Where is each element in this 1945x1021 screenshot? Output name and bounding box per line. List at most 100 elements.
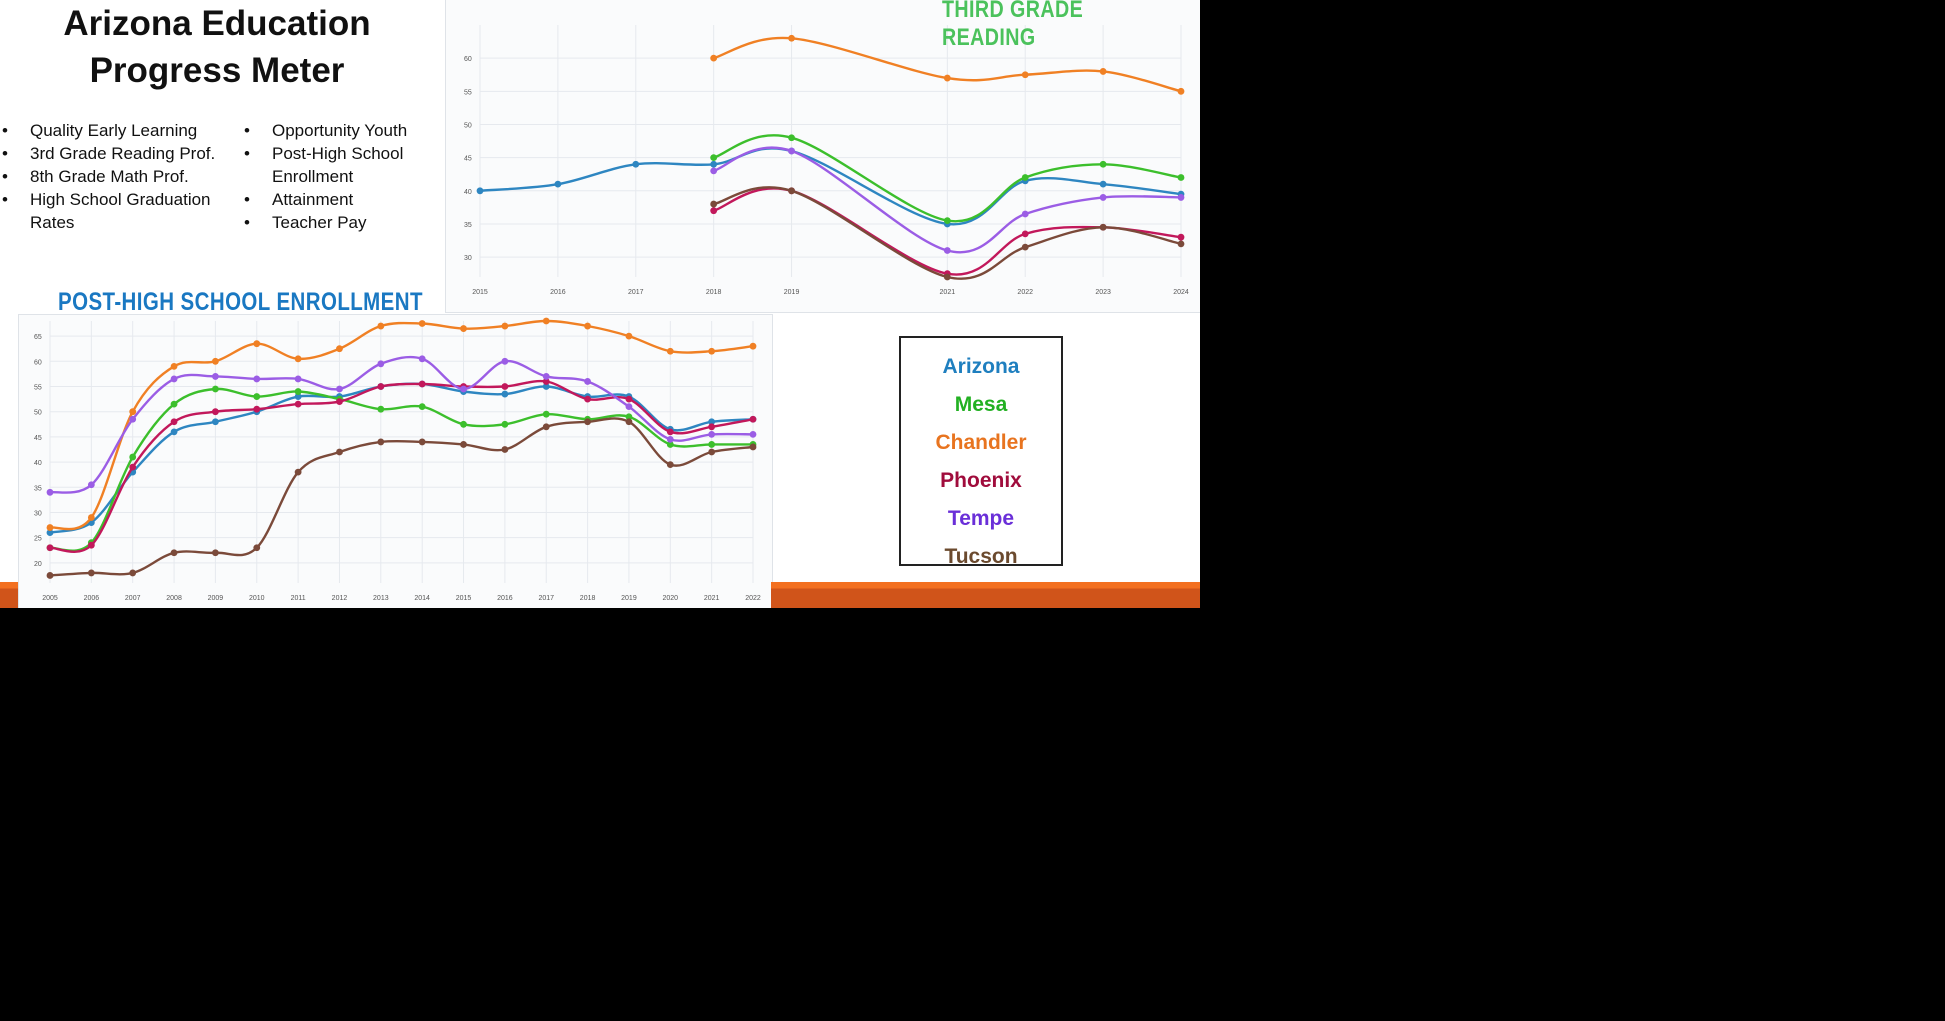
- data-point-tempe: [170, 375, 178, 383]
- x-tick-label: 2023: [1095, 289, 1111, 296]
- data-point-tempe: [294, 375, 302, 383]
- data-point-phoenix: [377, 383, 385, 390]
- data-point-tempe: [788, 147, 795, 155]
- data-point-phoenix: [749, 415, 757, 423]
- data-point-tempe: [336, 385, 343, 393]
- metric-item: 3rd Grade Reading Prof.: [2, 142, 238, 165]
- x-tick-label: 2007: [125, 595, 141, 602]
- y-tick-label: 40: [464, 189, 472, 196]
- x-tick-label: 2021: [704, 595, 720, 602]
- data-point-arizona: [501, 390, 509, 398]
- x-tick-label: 2011: [291, 595, 306, 602]
- legend-item-tempe: Tempe: [947, 507, 1015, 530]
- x-tick-label: 2013: [373, 595, 389, 602]
- y-tick-label: 30: [34, 510, 42, 517]
- series-line-tucson: [49, 417, 754, 577]
- data-point-mesa: [129, 453, 137, 461]
- data-point-tempe: [377, 360, 385, 368]
- data-point-chandler: [336, 345, 343, 353]
- data-point-mesa: [943, 217, 951, 225]
- data-point-chandler: [1177, 87, 1185, 95]
- data-point-arizona: [542, 383, 550, 390]
- data-point-chandler: [377, 322, 385, 330]
- series-line-arizona: [479, 147, 1182, 226]
- y-tick-label: 30: [464, 255, 472, 262]
- data-point-tucson: [584, 418, 591, 426]
- data-point-chandler: [708, 347, 716, 355]
- data-point-tempe: [253, 375, 261, 383]
- data-point-tempe: [418, 355, 426, 363]
- legend-item-tucson: Tucson: [944, 545, 1018, 568]
- data-point-tempe: [542, 373, 550, 380]
- y-tick-label: 55: [34, 385, 42, 392]
- data-point-phoenix: [336, 398, 343, 406]
- data-point-phoenix: [666, 428, 674, 436]
- x-tick-label: 2019: [784, 289, 800, 296]
- data-point-tucson: [212, 549, 219, 557]
- slide: Arizona Education Progress Meter Quality…: [0, 0, 1200, 608]
- data-point-arizona: [710, 160, 718, 168]
- data-point-chandler: [666, 347, 674, 355]
- x-tick-label: 2005: [42, 595, 58, 602]
- x-tick-label: 2008: [166, 595, 182, 602]
- data-point-tucson: [710, 200, 718, 208]
- data-point-phoenix: [542, 378, 550, 385]
- data-point-tucson: [170, 549, 178, 557]
- data-point-tucson: [336, 448, 343, 456]
- data-point-phoenix: [1177, 233, 1185, 241]
- x-tick-label: 2016: [550, 289, 566, 296]
- data-point-mesa: [1099, 160, 1107, 168]
- y-tick-label: 45: [464, 156, 472, 163]
- data-point-mesa: [253, 393, 261, 400]
- legend: Arizona Mesa Chandler Phoenix Tempe Tucs…: [899, 336, 1063, 568]
- data-point-tucson: [788, 187, 795, 195]
- data-point-mesa: [1177, 174, 1185, 181]
- x-tick-label: 2010: [249, 595, 265, 602]
- metric-item: Opportunity Youth: [244, 119, 444, 142]
- data-point-arizona: [1099, 180, 1107, 188]
- data-point-mesa: [708, 441, 716, 448]
- data-point-mesa: [710, 154, 718, 162]
- data-point-phoenix: [87, 541, 95, 549]
- y-tick-label: 50: [34, 410, 42, 417]
- metric-item: Post-High School Enrollment: [244, 142, 444, 188]
- data-point-phoenix: [708, 423, 716, 431]
- data-point-tucson: [418, 438, 426, 446]
- data-point-phoenix: [212, 408, 219, 416]
- data-point-chandler: [418, 320, 426, 327]
- x-tick-label: 2014: [414, 595, 430, 602]
- x-tick-label: 2017: [538, 595, 554, 602]
- data-point-mesa: [377, 405, 385, 413]
- x-tick-label: 2017: [628, 289, 644, 296]
- x-tick-label: 2016: [497, 595, 513, 602]
- data-point-tucson: [542, 423, 550, 431]
- y-tick-label: 40: [34, 460, 42, 467]
- y-tick-label: 65: [34, 334, 42, 341]
- data-point-chandler: [943, 74, 951, 82]
- data-point-tempe: [501, 357, 509, 365]
- metrics-list-right: Opportunity Youth Post-High School Enrol…: [244, 119, 444, 234]
- metric-item: Attainment: [244, 188, 444, 211]
- data-point-mesa: [170, 400, 178, 408]
- y-tick-label: 25: [34, 536, 42, 543]
- data-point-mesa: [418, 403, 426, 411]
- legend-item-mesa: Mesa: [954, 393, 1008, 416]
- data-point-chandler: [170, 362, 178, 370]
- post-high-school-enrollment-chart-panel: 20 25 30 35 40 45 50 55 60 65 2005 2006 2007 2008 2009…: [18, 314, 773, 608]
- data-point-chandler: [294, 355, 302, 363]
- data-point-tucson: [749, 443, 757, 451]
- data-point-phoenix: [710, 207, 718, 215]
- x-tick-label: 2018: [580, 595, 596, 602]
- data-point-mesa: [542, 410, 550, 418]
- data-point-tucson: [708, 448, 716, 456]
- data-point-arizona: [554, 180, 562, 188]
- x-tick-label: 2022: [745, 595, 761, 602]
- data-point-arizona: [476, 187, 484, 195]
- post-high-school-enrollment-title: POST-HIGH SCHOOL ENROLLMENT: [58, 288, 423, 316]
- data-point-chandler: [1021, 71, 1029, 79]
- data-point-chandler: [501, 322, 509, 330]
- title-line-2: Progress Meter: [89, 51, 345, 90]
- data-point-tucson: [501, 446, 509, 453]
- third-grade-reading-chart-panel: 30 35 40 45 50 55 60 2015 2016 2017 2018 2019 2021 20…: [445, 0, 1200, 313]
- x-tick-label: 2018: [706, 289, 722, 296]
